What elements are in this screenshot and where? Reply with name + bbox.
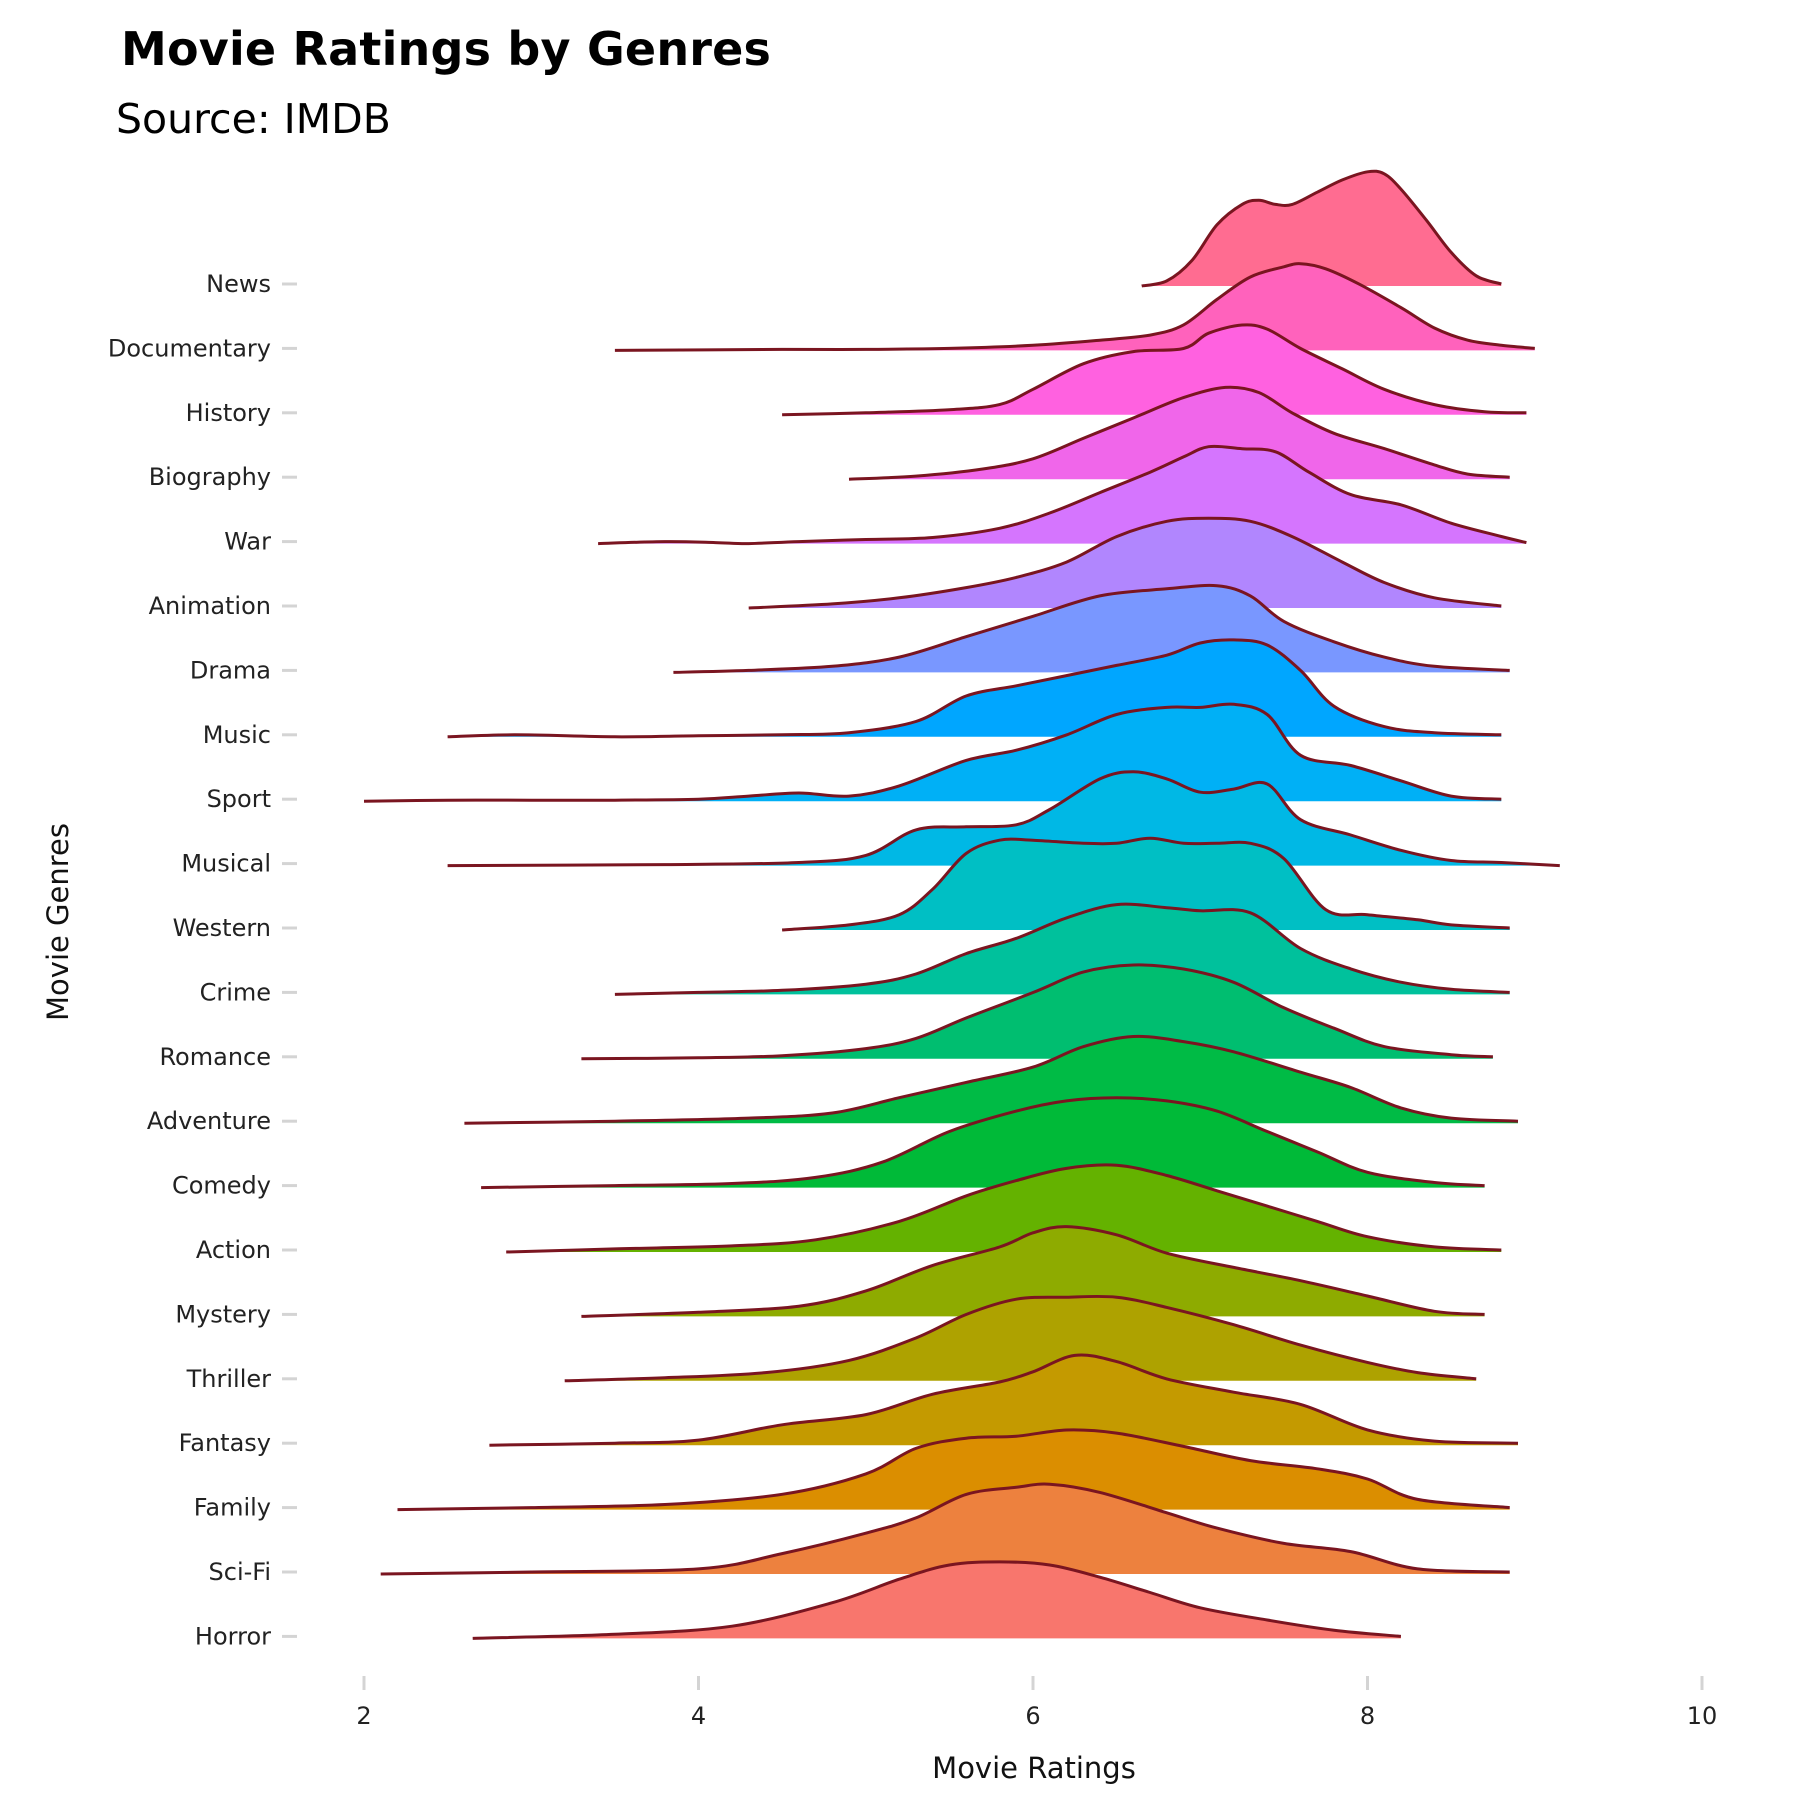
ridge-area-romance [581, 964, 1493, 1059]
y-tick-label-war: War [224, 528, 271, 556]
ridge-outline-animation [748, 516, 1502, 610]
y-tick-label-action: Action [196, 1236, 271, 1264]
x-tick-label: 6 [1025, 1702, 1040, 1730]
y-axis-ticks: News Documentary History Biography War Animat… [108, 270, 297, 1650]
y-tick-label-music: Music [203, 721, 271, 749]
ridge-outline-sci-fi [380, 1482, 1510, 1576]
ridge-outline-adventure [464, 1034, 1519, 1125]
y-axis-title: Movie Genres [41, 823, 75, 1021]
ridge-outline-biography [848, 385, 1510, 481]
y-tick-label-drama: Drama [190, 656, 271, 684]
ridge-area-animation [748, 518, 1502, 608]
ridges-group [363, 169, 1560, 1640]
ridge-area-news [1141, 171, 1502, 286]
ridge-outline-musical [447, 770, 1560, 868]
ridge-area-action [506, 1164, 1502, 1252]
ridge-area-horror [472, 1561, 1401, 1639]
y-tick-label-crime: Crime [200, 978, 271, 1006]
ridge-outline-sport [363, 702, 1502, 803]
ridge-area-biography [849, 387, 1510, 480]
ridge-area-comedy [481, 1097, 1485, 1188]
y-tick-label-musical: Musical [181, 850, 271, 878]
y-tick-label-fantasy: Fantasy [179, 1429, 271, 1457]
y-tick-label-sci-fi: Sci-Fi [209, 1558, 271, 1586]
y-tick-label-mystery: Mystery [175, 1300, 271, 1328]
ridge-area-documentary [614, 263, 1535, 351]
y-tick-label-documentary: Documentary [108, 334, 271, 362]
ridge-outline-music [447, 638, 1502, 739]
y-tick-label-animation: Animation [149, 592, 271, 620]
chart-title: Movie Ratings by Genres [121, 22, 772, 76]
y-tick-label-horror: Horror [195, 1622, 271, 1650]
ridge-outline-crime [614, 902, 1510, 996]
ridge-outline-thriller [564, 1294, 1477, 1383]
ridge-area-fantasy [489, 1354, 1518, 1446]
y-tick-label-western: Western [173, 914, 271, 942]
y-tick-label-news: News [206, 270, 271, 298]
y-tick-label-biography: Biography [149, 463, 271, 491]
ridge-area-musical [447, 771, 1560, 866]
ridge-outline-fantasy [489, 1353, 1519, 1447]
y-tick-label-comedy: Comedy [172, 1172, 271, 1200]
ridge-outline-war [598, 444, 1527, 546]
ridge-area-war [598, 446, 1527, 544]
x-tick-label: 10 [1687, 1702, 1718, 1730]
ridge-outline-history [782, 323, 1527, 417]
y-tick-label-family: Family [194, 1494, 271, 1522]
x-axis-ticks: 2 4 6 8 10 [356, 1676, 1717, 1730]
chart-subtitle: Source: IMDB [116, 95, 391, 143]
y-tick-label-romance: Romance [159, 1043, 271, 1071]
ridge-outline-western [781, 836, 1510, 932]
ridge-area-history [782, 324, 1527, 415]
ridge-area-sport [364, 704, 1502, 802]
x-tick-label: 4 [691, 1702, 706, 1730]
ridge-area-thriller [564, 1296, 1477, 1381]
ridge-area-drama [673, 585, 1510, 673]
ridge-area-family [397, 1429, 1510, 1510]
ridge-outline-documentary [614, 262, 1535, 352]
ridge-outline-drama [673, 583, 1510, 674]
ridge-outline-horror [472, 1560, 1402, 1640]
ridge-outline-news [1141, 169, 1502, 288]
x-axis-title: Movie Ratings [932, 1751, 1136, 1785]
ridge-outline-family [397, 1428, 1510, 1512]
ridge-outline-romance [581, 963, 1493, 1061]
x-tick-label: 2 [356, 1702, 371, 1730]
x-tick-label: 8 [1360, 1702, 1375, 1730]
ridge-area-crime [614, 904, 1510, 995]
ridge-area-sci-fi [380, 1484, 1510, 1574]
ridge-outline-comedy [481, 1096, 1485, 1190]
ridge-outline-action [506, 1163, 1502, 1254]
ridge-outline-mystery [581, 1225, 1485, 1318]
y-tick-label-adventure: Adventure [147, 1107, 271, 1135]
ridge-area-mystery [581, 1226, 1485, 1317]
y-tick-label-thriller: Thriller [186, 1365, 272, 1393]
y-tick-label-sport: Sport [207, 785, 271, 813]
y-tick-label-history: History [186, 399, 271, 427]
ridge-area-western [782, 838, 1510, 930]
